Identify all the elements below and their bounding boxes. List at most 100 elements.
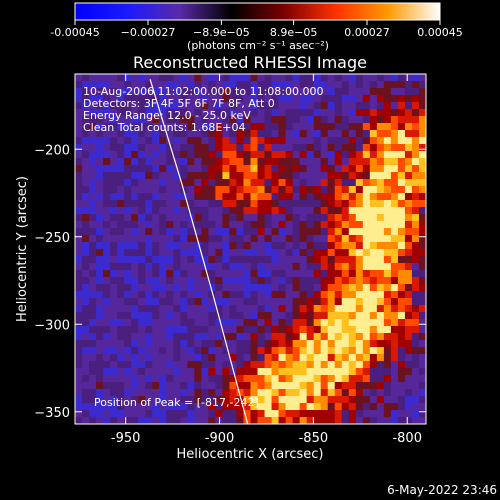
heatmap-cell: [411, 368, 420, 376]
heatmap-cell: [82, 95, 90, 103]
heatmap-cell: [138, 326, 146, 334]
heatmap-cell: [264, 137, 272, 145]
heatmap-cell: [131, 354, 139, 362]
heatmap-cell: [187, 312, 195, 320]
heatmap-cell: [278, 249, 286, 257]
heatmap-cell: [117, 207, 125, 215]
heatmap-cell: [390, 361, 399, 369]
heatmap-cell: [397, 389, 406, 397]
heatmap-cell: [376, 361, 385, 369]
heatmap-cell: [341, 333, 350, 341]
heatmap-cell: [215, 109, 223, 117]
heatmap-cell: [334, 109, 343, 117]
heatmap-cell: [110, 172, 118, 180]
heatmap-cell: [397, 116, 406, 124]
heatmap-cell: [327, 242, 336, 250]
heatmap-cell: [383, 144, 392, 152]
heatmap-cell: [313, 235, 322, 243]
heatmap-cell: [292, 130, 301, 138]
heatmap-cell: [117, 151, 125, 159]
heatmap-cell: [271, 214, 279, 222]
heatmap-cell: [278, 389, 286, 397]
heatmap-cell: [285, 151, 294, 159]
heatmap-cell: [166, 74, 174, 82]
heatmap-cell: [376, 389, 385, 397]
heatmap-cell: [362, 81, 371, 89]
heatmap-cell: [110, 74, 118, 82]
heatmap-cell: [117, 193, 125, 201]
heatmap-cell: [390, 214, 399, 222]
heatmap-cell: [89, 333, 97, 341]
heatmap-cell: [418, 382, 426, 390]
heatmap-cell: [208, 354, 216, 362]
heatmap-cell: [96, 123, 104, 131]
heatmap-cell: [285, 403, 294, 411]
heatmap-cell: [264, 242, 272, 250]
heatmap-cell: [208, 158, 216, 166]
heatmap-cell: [180, 172, 188, 180]
heatmap-cell: [348, 179, 357, 187]
heatmap-cell: [271, 179, 279, 187]
heatmap-cell: [390, 186, 399, 194]
heatmap-cell: [124, 242, 132, 250]
heatmap-cell: [103, 81, 111, 89]
heatmap-cell: [418, 74, 426, 82]
heatmap-cell: [313, 144, 322, 152]
heatmap-cell: [194, 109, 202, 117]
heatmap-cell: [138, 95, 146, 103]
heatmap-cell: [166, 368, 174, 376]
heatmap-cell: [285, 277, 294, 285]
heatmap-cell: [264, 263, 272, 271]
heatmap-cell: [404, 186, 413, 194]
heatmap-cell: [341, 235, 350, 243]
heatmap-cell: [369, 382, 378, 390]
heatmap-cell: [355, 102, 364, 110]
heatmap-cell: [194, 403, 202, 411]
heatmap-cell: [404, 284, 413, 292]
heatmap-cell: [348, 263, 357, 271]
heatmap-cell: [152, 74, 160, 82]
heatmap-cell: [362, 116, 371, 124]
heatmap-cell: [341, 298, 350, 306]
heatmap-cell: [397, 228, 406, 236]
heatmap-cell: [96, 116, 104, 124]
heatmap-cell: [222, 361, 230, 369]
heatmap-cell: [264, 130, 272, 138]
heatmap-cell: [355, 95, 364, 103]
heatmap-cell: [285, 95, 294, 103]
heatmap-cell: [397, 361, 406, 369]
heatmap-cell: [229, 361, 237, 369]
heatmap-cell: [124, 193, 132, 201]
heatmap-cell: [166, 193, 174, 201]
heatmap-cell: [264, 102, 272, 110]
heatmap-cell: [194, 88, 202, 96]
heatmap-cell: [152, 186, 160, 194]
heatmap-cell: [103, 102, 111, 110]
heatmap-cell: [75, 95, 83, 103]
heatmap-cell: [166, 130, 174, 138]
heatmap-cell: [110, 368, 118, 376]
heatmap-cell: [418, 270, 426, 278]
heatmap-cell: [222, 214, 230, 222]
heatmap-cell: [383, 193, 392, 201]
heatmap-cell: [187, 158, 195, 166]
heatmap-cell: [411, 235, 420, 243]
heatmap-cell: [271, 403, 279, 411]
heatmap-cell: [159, 207, 167, 215]
heatmap-cell: [327, 186, 336, 194]
heatmap-cell: [194, 396, 202, 404]
heatmap-cell: [278, 242, 286, 250]
heatmap-cell: [243, 95, 251, 103]
heatmap-cell: [180, 102, 188, 110]
heatmap-cell: [257, 207, 265, 215]
heatmap-cell: [187, 270, 195, 278]
heatmap-cell: [327, 396, 336, 404]
heatmap-cell: [404, 389, 413, 397]
heatmap-cell: [320, 249, 329, 257]
heatmap-cell: [250, 88, 258, 96]
heatmap-cell: [418, 298, 426, 306]
heatmap-cell: [411, 179, 420, 187]
heatmap-cell: [250, 81, 258, 89]
heatmap-cell: [208, 284, 216, 292]
heatmap-cell: [411, 81, 420, 89]
